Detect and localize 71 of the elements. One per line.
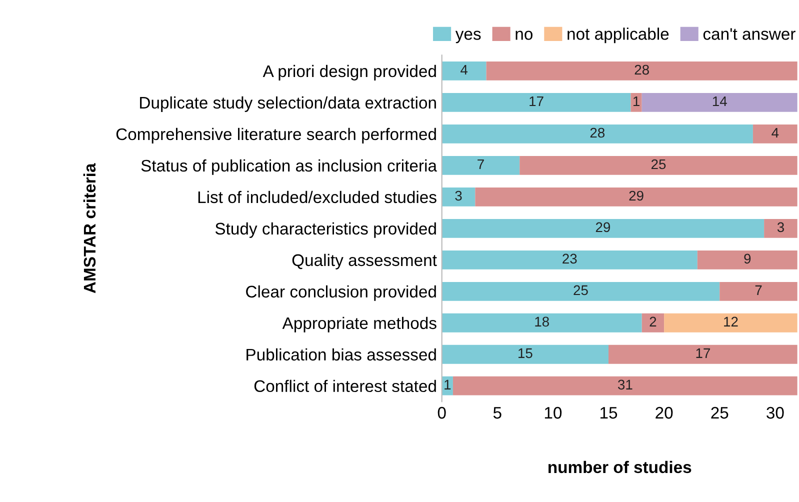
bar bbox=[475, 187, 798, 206]
bar bbox=[752, 124, 798, 144]
data-label: 29 bbox=[629, 190, 644, 201]
data-label: 1 bbox=[444, 380, 451, 390]
bar bbox=[442, 124, 753, 144]
bar bbox=[486, 62, 798, 80]
bar bbox=[697, 250, 798, 270]
legend-label: not applicable bbox=[568, 28, 669, 44]
bar bbox=[720, 282, 798, 301]
data-label: 25 bbox=[651, 159, 666, 170]
y-tick-label: Clear conclusion provided bbox=[246, 285, 436, 301]
data-label: 17 bbox=[696, 348, 710, 358]
y-tick-label: Status of publication as inclusion criteria bbox=[141, 159, 437, 175]
y-tick-label: Quality assessment bbox=[292, 254, 437, 270]
data-label: 28 bbox=[590, 128, 605, 138]
y-axis-title: AMSTAR criteria bbox=[83, 163, 96, 294]
data-label: 28 bbox=[634, 64, 649, 75]
y-tick-label: Appropriate methods bbox=[282, 316, 436, 332]
legend-label: can't answer bbox=[703, 28, 796, 40]
bar bbox=[520, 156, 798, 175]
y-tick-label: List of included/excluded studies bbox=[198, 190, 436, 204]
data-label: 14 bbox=[712, 96, 727, 106]
x-tick-label: 30 bbox=[766, 406, 784, 419]
x-tick-label: 0 bbox=[438, 406, 446, 419]
data-label: 7 bbox=[478, 159, 484, 170]
data-label: 12 bbox=[724, 316, 738, 326]
data-label: 4 bbox=[772, 128, 779, 138]
data-label: 29 bbox=[596, 222, 610, 232]
bar bbox=[442, 250, 698, 270]
x-tick-label: 20 bbox=[656, 406, 673, 419]
data-label: 23 bbox=[562, 254, 577, 264]
bar bbox=[764, 218, 798, 238]
x-tick-label: 5 bbox=[493, 407, 502, 419]
data-label: 31 bbox=[618, 380, 632, 390]
data-label: 18 bbox=[535, 316, 549, 327]
bar bbox=[442, 282, 720, 301]
data-label: 9 bbox=[744, 254, 751, 264]
y-tick-label: A priori design provided bbox=[262, 64, 436, 80]
bar bbox=[442, 344, 609, 364]
data-label: 15 bbox=[518, 348, 532, 358]
bar bbox=[642, 93, 798, 112]
y-tick-label: Comprehensive literature search performed bbox=[116, 128, 436, 144]
data-label: 4 bbox=[460, 65, 468, 75]
y-tick-label: Conflict of interest stated bbox=[254, 380, 436, 392]
bar bbox=[642, 313, 664, 332]
bar bbox=[452, 376, 798, 396]
bar bbox=[630, 93, 642, 112]
bar bbox=[442, 93, 631, 112]
data-label: 25 bbox=[574, 285, 588, 296]
bar bbox=[442, 62, 486, 80]
data-label: 1 bbox=[633, 96, 640, 106]
x-tick-label: 25 bbox=[711, 406, 728, 419]
bar bbox=[608, 344, 798, 364]
bar bbox=[442, 313, 642, 332]
data-label: 7 bbox=[755, 285, 762, 295]
bar bbox=[442, 218, 764, 238]
bar bbox=[664, 313, 798, 332]
data-label: 3 bbox=[455, 190, 462, 201]
bar bbox=[442, 187, 476, 206]
x-tick-label: 15 bbox=[600, 407, 618, 419]
legend-label: no bbox=[516, 30, 532, 40]
y-tick-label: Publication bias assessed bbox=[246, 348, 436, 361]
data-label: 17 bbox=[530, 96, 544, 106]
data-label: 2 bbox=[650, 316, 656, 326]
bar bbox=[442, 156, 520, 175]
data-label: 3 bbox=[777, 222, 784, 232]
y-tick-label: Study characteristics provided bbox=[215, 222, 436, 238]
x-tick-label: 10 bbox=[544, 406, 562, 419]
y-tick-label: Duplicate study selection/data extraction bbox=[140, 96, 436, 112]
legend-label: yes bbox=[455, 30, 481, 44]
x-axis-title: number of studies bbox=[548, 460, 692, 474]
